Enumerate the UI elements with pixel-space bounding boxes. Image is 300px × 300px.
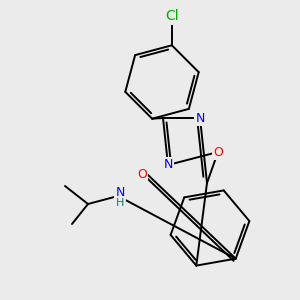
Text: N: N bbox=[163, 158, 173, 172]
Text: N: N bbox=[195, 112, 205, 124]
Text: O: O bbox=[137, 167, 147, 181]
Text: O: O bbox=[213, 146, 223, 158]
Text: H: H bbox=[116, 198, 124, 208]
Text: Cl: Cl bbox=[165, 9, 178, 23]
Text: N: N bbox=[115, 187, 125, 200]
